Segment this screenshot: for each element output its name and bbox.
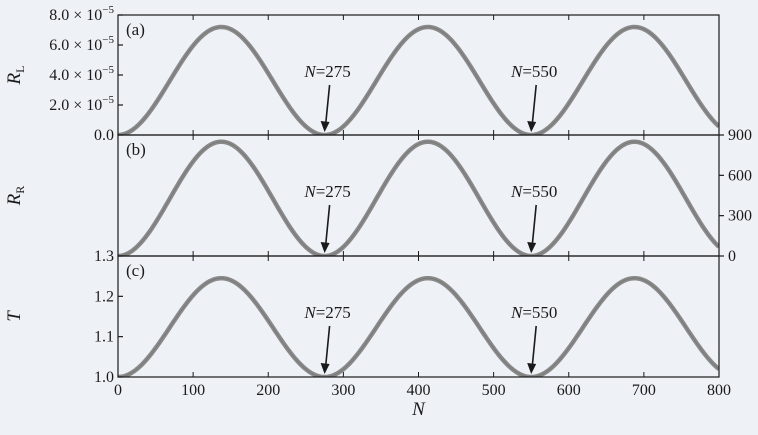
x-tick-label: 200 <box>256 382 280 399</box>
series-line-core <box>118 26 719 135</box>
right-y-tick-label: 0 <box>728 248 736 265</box>
annotation-arrow-shaft <box>531 204 537 247</box>
panel-label: (a) <box>126 20 145 39</box>
annotation: N=550 <box>510 303 557 374</box>
annotation-label: N=275 <box>303 303 350 322</box>
x-axis-title: N <box>411 399 426 420</box>
annotation-arrow-shaft <box>324 325 331 368</box>
annotation-arrow-head <box>527 363 537 374</box>
annotation-label: N=550 <box>510 303 557 322</box>
y-axis-title: RL <box>4 66 27 86</box>
annotation-label: N=275 <box>303 62 350 81</box>
x-tick-label: 300 <box>331 382 355 399</box>
y-tick-label: 1.3 <box>94 248 114 265</box>
panel-3: 1.0 1.1 1.2 1.3 (c) T N=275 N=550 <box>4 248 720 386</box>
annotation: N=550 <box>510 182 557 253</box>
annotation-arrow-head <box>527 121 537 132</box>
panel-label: (c) <box>126 261 145 280</box>
annotation: N=550 <box>510 62 557 132</box>
annotation: N=275 <box>303 62 351 132</box>
series-line <box>118 139 719 256</box>
x-tick-label: 0 <box>114 382 122 399</box>
annotation-arrow-head <box>320 363 330 374</box>
y-tick-label: 1.0 <box>94 369 114 386</box>
annotation-arrow-head <box>527 242 537 253</box>
x-tick-label: 600 <box>557 382 581 399</box>
annotation-arrow-head <box>320 242 330 253</box>
x-tick-label: 700 <box>632 382 656 399</box>
y-tick-label: 1.1 <box>94 329 114 346</box>
annotation-arrow-shaft <box>324 204 331 247</box>
annotation-arrow-shaft <box>324 84 331 126</box>
y-tick-label: 0.0 <box>94 127 114 144</box>
annotation-arrow-shaft <box>531 84 537 126</box>
y-tick-label: 8.0 × 10−5 <box>49 4 114 24</box>
panel-2: 0 300 600 900 (b) RR N=275 N=550 <box>4 127 752 265</box>
x-tick-label: 800 <box>707 382 731 399</box>
y-axis-title: RR <box>4 186 27 207</box>
annotation-label: N=275 <box>303 182 350 201</box>
panel-frame <box>117 134 720 257</box>
annotation-arrow-head <box>320 121 330 132</box>
x-tick-label: 500 <box>482 382 506 399</box>
panel-1: 0.0 2.0 × 10−5 4.0 × 10−5 6.0 × 10−5 8.0 × 1… <box>4 4 720 144</box>
annotation-label: N=550 <box>510 182 557 201</box>
series-line-core <box>118 141 719 256</box>
y-tick-label: 6.0 × 10−5 <box>49 34 114 54</box>
right-y-tick-label: 900 <box>728 127 752 144</box>
annotation-arrow-shaft <box>531 325 537 368</box>
panel-label: (b) <box>126 140 146 159</box>
y-tick-label: 4.0 × 10−5 <box>49 64 114 84</box>
series-line <box>118 24 719 135</box>
annotation: N=275 <box>303 303 351 374</box>
right-y-tick-label: 300 <box>728 208 752 225</box>
right-y-tick-label: 600 <box>728 167 752 184</box>
annotation: N=275 <box>303 182 351 253</box>
series-line-core <box>118 277 719 377</box>
y-tick-label: 2.0 × 10−5 <box>49 94 114 114</box>
panel-frame <box>117 255 720 378</box>
y-tick-label: 1.2 <box>94 288 114 305</box>
x-tick-label: 400 <box>407 382 431 399</box>
y-axis-title: T <box>4 310 25 322</box>
series-line <box>118 275 719 377</box>
x-tick-label: 100 <box>181 382 205 399</box>
annotation-label: N=550 <box>510 62 557 81</box>
